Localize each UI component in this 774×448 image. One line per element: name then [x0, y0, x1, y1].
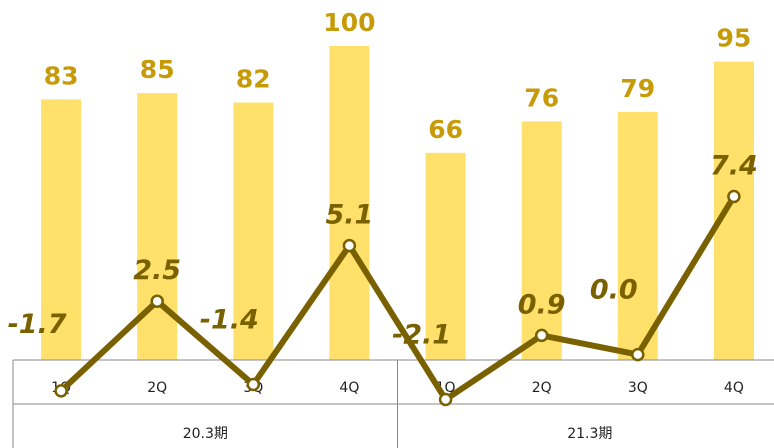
line-point-7 [631, 347, 645, 362]
bar-value-label: 100 [323, 8, 375, 37]
group-label: 20.3期 [183, 426, 228, 442]
bar-value-label: 85 [140, 55, 175, 84]
line-point-6 [534, 328, 549, 343]
bar-4 [329, 46, 370, 360]
line-series-layer [54, 189, 741, 407]
line-value-label: -1.7 [8, 309, 67, 340]
line-series [58, 193, 737, 403]
category-tick-label: 4Q [724, 380, 744, 396]
bar-value-label: 83 [44, 61, 79, 90]
bar-value-label: 79 [620, 74, 655, 103]
line-value-label: 0.9 [518, 289, 566, 320]
line-point-8 [727, 189, 741, 204]
bar-1 [41, 99, 82, 361]
bar-value-label: 66 [428, 115, 463, 144]
line-value-label: 7.4 [710, 151, 758, 182]
bar-6 [521, 121, 562, 361]
category-tick-label: 4Q [339, 380, 359, 396]
category-tick-label: 3Q [628, 380, 648, 396]
bar-2 [137, 93, 178, 360]
line-point-3 [246, 377, 261, 392]
line-value-label: 5.1 [325, 200, 373, 231]
line-value-label: -2.1 [392, 320, 451, 351]
labels-layer: 83 85 82 100 66 76 79 95 -1.7 2.5 -1.4 5.1 -2.1 0.9 0.… [8, 8, 758, 351]
line-point-4 [342, 238, 357, 253]
line-point-2 [150, 294, 164, 308]
bar-3 [233, 102, 274, 360]
bar-value-label: 95 [717, 24, 752, 53]
bar-8 [713, 61, 754, 360]
category-tick-label: 2Q [147, 380, 167, 396]
line-point-1 [54, 384, 68, 398]
bar-value-label: 76 [524, 83, 559, 112]
bar-7 [617, 111, 658, 361]
line-value-label: -1.4 [200, 305, 259, 336]
category-tick-label: 2Q [532, 380, 552, 396]
line-value-label: 2.5 [133, 255, 181, 286]
line-value-label: 0.0 [590, 275, 638, 306]
group-label: 21.3期 [567, 426, 612, 442]
bars-layer [41, 46, 754, 361]
bar-5 [425, 152, 466, 360]
line-point-5 [438, 392, 453, 407]
bar-value-label: 82 [236, 65, 271, 94]
